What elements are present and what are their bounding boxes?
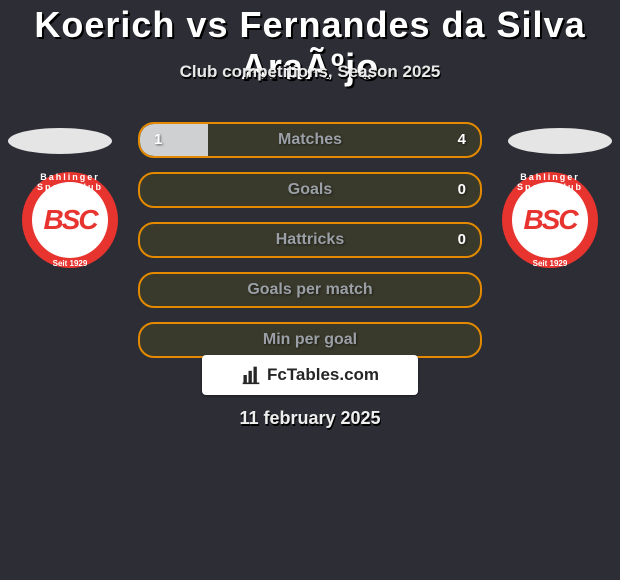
brand-label: FcTables.com — [267, 365, 379, 385]
stat-row-min-per-goal: Min per goal — [138, 322, 482, 358]
club-badge-right-ring-top: Bahlinger Sport Club — [502, 172, 598, 192]
stat-label: Min per goal — [140, 324, 480, 356]
club-badge-right-abbr: BSC — [512, 182, 588, 258]
page-subtitle: Club competitions, Season 2025 — [0, 62, 620, 82]
stat-label: Matches — [140, 124, 480, 156]
club-badge-left-ring: Bahlinger Sport Club BSC Seit 1929 — [22, 172, 118, 268]
player-photo-placeholder-right — [508, 128, 612, 154]
stat-row-hattricks: Hattricks0 — [138, 222, 482, 258]
brand-box[interactable]: FcTables.com — [202, 355, 418, 395]
stat-value-right: 0 — [458, 224, 466, 256]
club-badge-left: Bahlinger Sport Club BSC Seit 1929 — [22, 172, 118, 268]
player-photo-placeholder-left — [8, 128, 112, 154]
stat-value-right: 0 — [458, 174, 466, 206]
stat-value-left: 1 — [154, 124, 162, 156]
club-badge-right: Bahlinger Sport Club BSC Seit 1929 — [502, 172, 598, 268]
club-badge-right-ring-bottom: Seit 1929 — [502, 259, 598, 268]
stat-row-goals-per-match: Goals per match — [138, 272, 482, 308]
club-badge-left-abbr: BSC — [32, 182, 108, 258]
club-badge-right-ring: Bahlinger Sport Club BSC Seit 1929 — [502, 172, 598, 268]
stats-list: Matches14Goals0Hattricks0Goals per match… — [138, 122, 482, 372]
stat-row-goals: Goals0 — [138, 172, 482, 208]
club-badge-left-ring-top: Bahlinger Sport Club — [22, 172, 118, 192]
stat-label: Hattricks — [140, 224, 480, 256]
stat-row-matches: Matches1 4 — [138, 122, 482, 158]
club-badge-left-ring-bottom: Seit 1929 — [22, 259, 118, 268]
bar-chart-icon — [241, 365, 261, 385]
stat-value-right: 4 — [458, 124, 466, 156]
stat-label: Goals per match — [140, 274, 480, 306]
date-text: 11 february 2025 — [0, 408, 620, 429]
stat-label: Goals — [140, 174, 480, 206]
